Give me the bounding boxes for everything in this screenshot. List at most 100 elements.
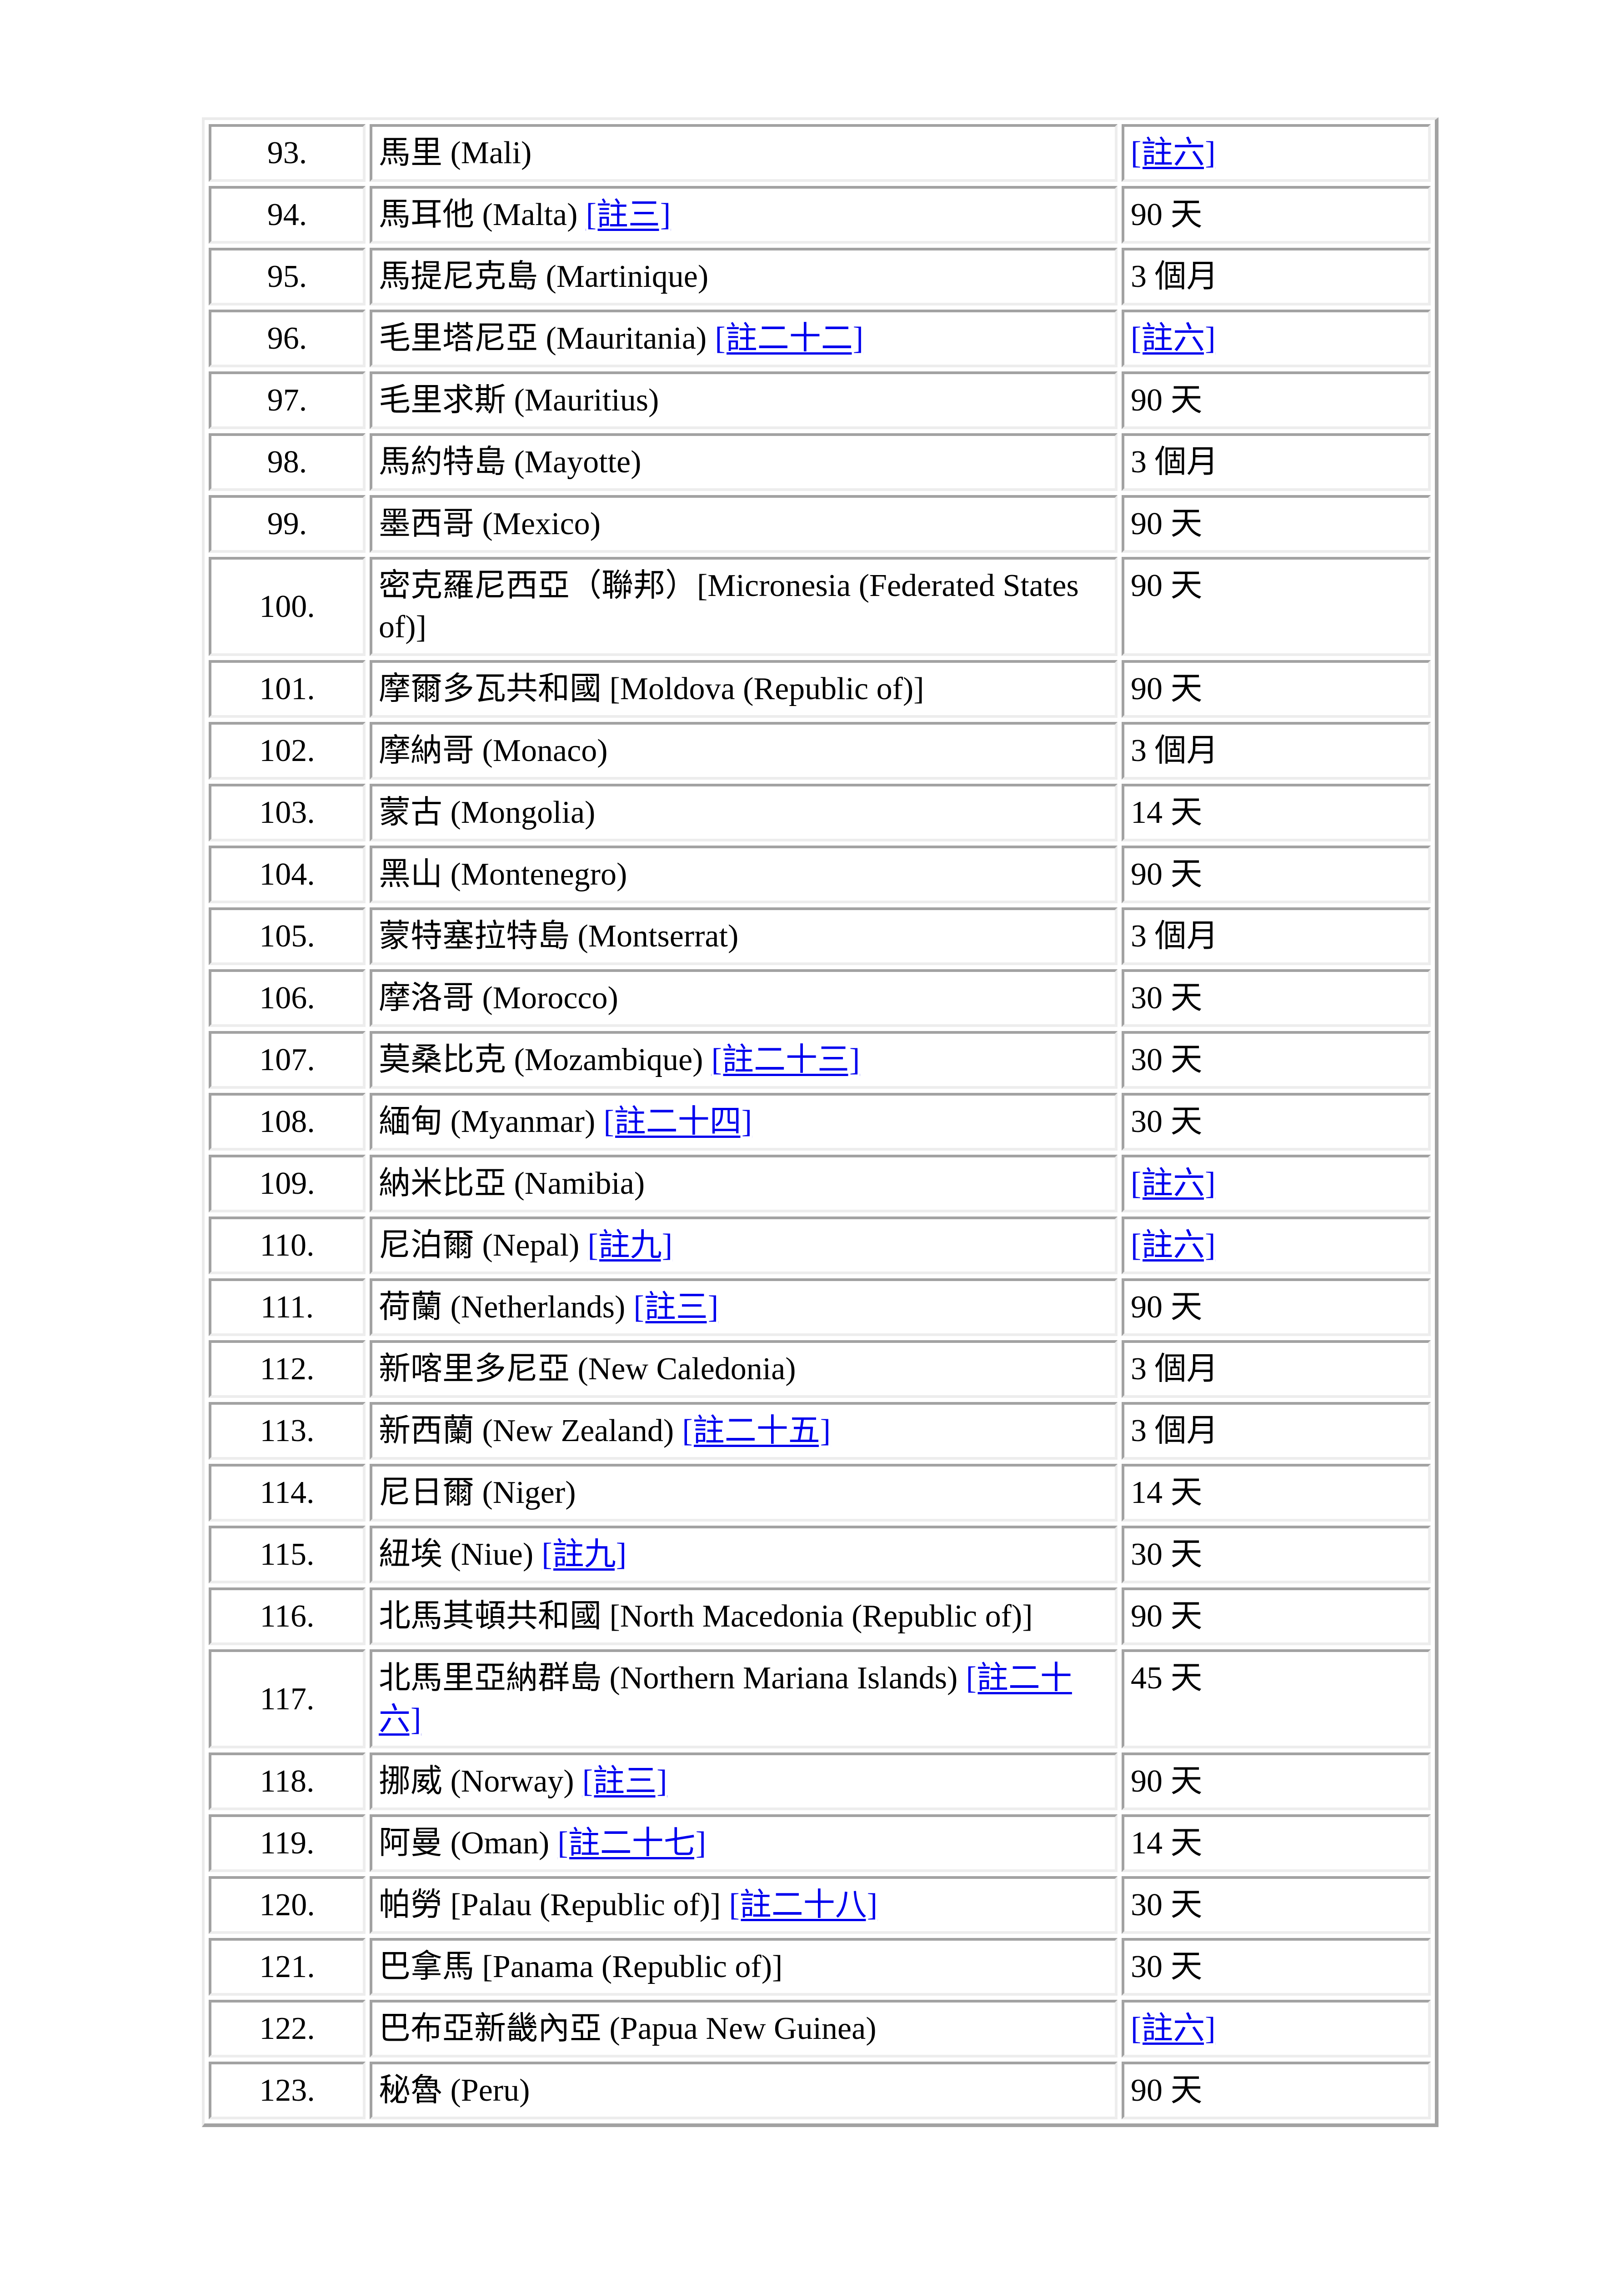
country-note-link[interactable]: [註二十 六] (379, 1661, 1072, 1737)
duration-cell: [註六] (1122, 1217, 1431, 1274)
duration-text: 30 天 (1131, 981, 1203, 1016)
table-row: 115. 紐埃 (Niue) [註九] 30 天 (209, 1526, 1431, 1583)
row-number-cell: 102. (209, 722, 366, 780)
duration-text: 45 天 (1131, 1661, 1203, 1696)
row-number-cell: 107. (209, 1031, 366, 1089)
table-row: 113. 新西蘭 (New Zealand) [註二十五] 3 個月 (209, 1402, 1431, 1460)
table-row: 109. 納米比亞 (Namibia) [註六] (209, 1155, 1431, 1212)
country-note-link[interactable]: [註二十四] (603, 1104, 752, 1139)
row-number-cell: 113. (209, 1402, 366, 1460)
duration-cell: 90 天 (1122, 371, 1431, 429)
row-number-cell: 120. (209, 1876, 366, 1934)
country-name-text: 馬約特島 (Mayotte) (379, 445, 642, 480)
duration-note-link[interactable]: [註六] (1131, 2011, 1216, 2046)
table-row: 107. 莫桑比克 (Mozambique) [註二十三] 30 天 (209, 1031, 1431, 1089)
country-cell: 馬里 (Mali) (370, 124, 1118, 182)
country-note-link[interactable]: [註二十七] (557, 1826, 707, 1861)
table-row: 101. 摩爾多瓦共和國 [Moldova (Republic of)] 90 … (209, 660, 1431, 718)
country-name-text: 馬耳他 (Malta) (379, 197, 578, 232)
country-note-link[interactable]: [註二十八] (729, 1887, 878, 1923)
duration-cell: 90 天 (1122, 1587, 1431, 1645)
duration-note-link[interactable]: [註六] (1131, 1228, 1216, 1263)
duration-cell: 90 天 (1122, 1278, 1431, 1336)
country-note-link[interactable]: [註九] (541, 1537, 627, 1572)
row-number-text: 109. (259, 1166, 315, 1201)
country-cell: 緬甸 (Myanmar) [註二十四] (370, 1093, 1118, 1151)
table-row: 120. 帕勞 [Palau (Republic of)] [註二十八] 30 天 (209, 1876, 1431, 1934)
duration-text: 3 個月 (1131, 1352, 1218, 1387)
country-name-text: 毛里塔尼亞 (Mauritania) (379, 321, 707, 356)
row-number-text: 122. (259, 2011, 315, 2046)
duration-cell: 14 天 (1122, 1464, 1431, 1522)
duration-cell: 30 天 (1122, 1031, 1431, 1089)
duration-cell: 90 天 (1122, 846, 1431, 903)
country-cell: 馬約特島 (Mayotte) (370, 433, 1118, 491)
table-row: 99. 墨西哥 (Mexico) 90 天 (209, 495, 1431, 553)
country-name-text: 蒙古 (Mongolia) (379, 795, 596, 830)
table-row: 105. 蒙特塞拉特島 (Montserrat) 3 個月 (209, 907, 1431, 965)
row-number-text: 114. (260, 1475, 315, 1510)
duration-note-link[interactable]: [註六] (1131, 321, 1216, 356)
table-row: 102. 摩納哥 (Monaco) 3 個月 (209, 722, 1431, 780)
row-number-text: 106. (259, 981, 315, 1016)
country-cell: 新喀里多尼亞 (New Caledonia) (370, 1340, 1118, 1398)
table-row: 103. 蒙古 (Mongolia) 14 天 (209, 784, 1431, 841)
row-number-text: 97. (267, 383, 307, 418)
duration-cell: 90 天 (1122, 557, 1431, 656)
country-cell: 墨西哥 (Mexico) (370, 495, 1118, 553)
row-number-text: 95. (267, 259, 307, 294)
country-cell: 密克羅尼西亞（聯邦）[Micronesia (Federated States … (370, 557, 1118, 656)
row-number-text: 98. (267, 445, 307, 480)
country-name-text: 尼泊爾 (Nepal) (379, 1228, 580, 1263)
country-name-text: 阿曼 (Oman) (379, 1826, 550, 1861)
duration-cell: 3 個月 (1122, 248, 1431, 305)
duration-text: 90 天 (1131, 1764, 1203, 1799)
duration-text: 3 個月 (1131, 259, 1218, 294)
country-note-link[interactable]: [註二十三] (711, 1042, 860, 1077)
country-note-link[interactable]: [註三] (633, 1290, 719, 1325)
country-note-link[interactable]: [註三] (582, 1764, 667, 1799)
row-number-cell: 103. (209, 784, 366, 841)
row-number-text: 113. (260, 1413, 315, 1448)
country-note-link[interactable]: [註三] (586, 197, 671, 232)
row-number-text: 100. (259, 589, 315, 624)
duration-cell: 14 天 (1122, 1814, 1431, 1872)
country-name-text: 馬里 (Mali) (379, 135, 532, 170)
row-number-text: 119. (260, 1826, 315, 1861)
row-number-text: 102. (259, 733, 315, 768)
duration-text: 14 天 (1131, 1826, 1203, 1861)
row-number-cell: 93. (209, 124, 366, 182)
country-name-text: 尼日爾 (Niger) (379, 1475, 576, 1510)
country-cell: 新西蘭 (New Zealand) [註二十五] (370, 1402, 1118, 1460)
country-cell: 荷蘭 (Netherlands) [註三] (370, 1278, 1118, 1336)
duration-cell: 90 天 (1122, 1752, 1431, 1810)
country-cell: 帕勞 [Palau (Republic of)] [註二十八] (370, 1876, 1118, 1934)
row-number-cell: 94. (209, 186, 366, 244)
duration-note-link[interactable]: [註六] (1131, 1166, 1216, 1201)
country-note-link[interactable]: [註二十五] (682, 1413, 831, 1448)
country-name-text: 新西蘭 (New Zealand) (379, 1413, 674, 1448)
country-cell: 巴布亞新畿內亞 (Papua New Guinea) (370, 2000, 1118, 2058)
row-number-cell: 96. (209, 310, 366, 367)
row-number-text: 120. (259, 1887, 315, 1923)
table-row: 122. 巴布亞新畿內亞 (Papua New Guinea) [註六] (209, 2000, 1431, 2058)
duration-text: 90 天 (1131, 857, 1203, 892)
duration-cell: 30 天 (1122, 1938, 1431, 1996)
duration-cell: 45 天 (1122, 1649, 1431, 1748)
country-cell: 阿曼 (Oman) [註二十七] (370, 1814, 1118, 1872)
country-cell: 摩爾多瓦共和國 [Moldova (Republic of)] (370, 660, 1118, 718)
country-name-text: 摩納哥 (Monaco) (379, 733, 608, 768)
duration-text: 90 天 (1131, 2073, 1203, 2108)
row-number-text: 110. (260, 1228, 315, 1263)
country-note-link[interactable]: [註九] (587, 1228, 673, 1263)
country-cell: 摩納哥 (Monaco) (370, 722, 1118, 780)
country-cell: 北馬其頓共和國 [North Macedonia (Republic of)] (370, 1587, 1118, 1645)
duration-cell: [註六] (1122, 1155, 1431, 1212)
duration-cell: 30 天 (1122, 1093, 1431, 1151)
row-number-text: 104. (259, 857, 315, 892)
duration-note-link[interactable]: [註六] (1131, 135, 1216, 170)
duration-text: 30 天 (1131, 1042, 1203, 1077)
row-number-text: 118. (260, 1764, 315, 1799)
country-note-link[interactable]: [註二十二] (715, 321, 864, 356)
duration-cell: 90 天 (1122, 2062, 1431, 2119)
